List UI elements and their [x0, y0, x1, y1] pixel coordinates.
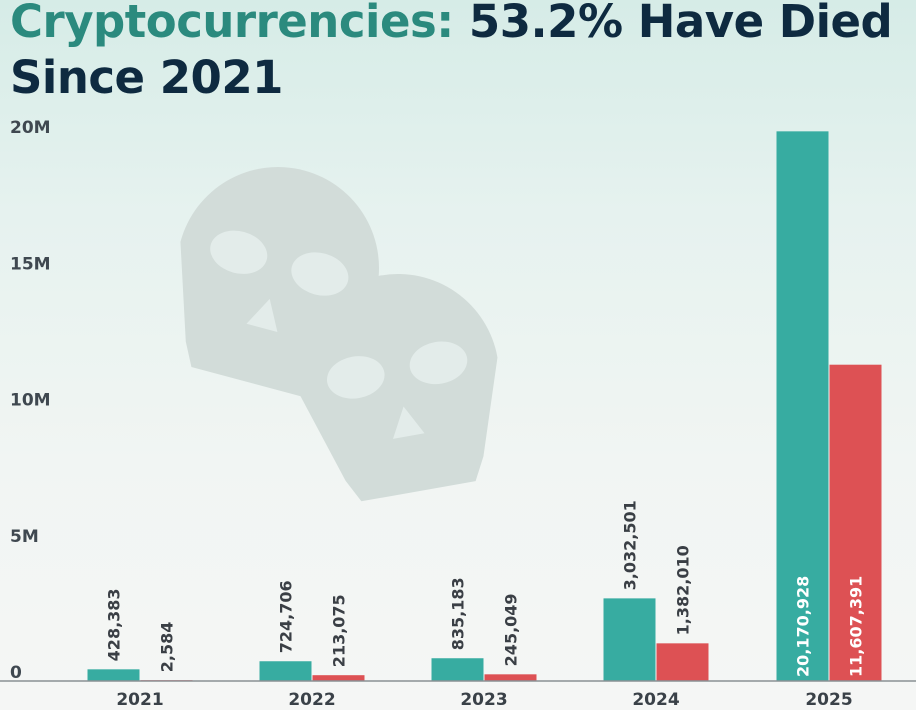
data-label: 724,706 — [277, 580, 296, 653]
y-tick-label: 20M — [10, 118, 51, 138]
y-tick-label: 0 — [10, 663, 22, 683]
bar-total-2022 — [259, 661, 312, 681]
bars: 428,383 2,584 724,706 213,075 835,183 245,049… — [87, 131, 882, 681]
bar-total-2023 — [431, 658, 484, 681]
data-label: 245,049 — [502, 593, 521, 666]
bar-total-2024 — [603, 598, 656, 681]
x-tick-label: 2024 — [632, 690, 679, 710]
y-tick-label: 5M — [10, 527, 39, 547]
y-tick-label: 15M — [10, 254, 51, 274]
bar-dead-2022 — [312, 675, 365, 681]
data-label: 1,382,010 — [674, 545, 693, 635]
y-axis: 0 5M 10M 15M 20M — [10, 118, 51, 683]
data-label: 2,584 — [158, 622, 177, 673]
x-tick-label: 2022 — [288, 690, 335, 710]
x-tick-label: 2023 — [460, 690, 507, 710]
skull-illustration — [180, 167, 498, 502]
bar-total-2025 — [776, 131, 829, 681]
data-label: 3,032,501 — [621, 500, 640, 590]
bar-dead-2024 — [656, 643, 709, 681]
data-label: 428,383 — [105, 588, 124, 661]
chart-title-accent: Cryptocurrencies: — [10, 0, 454, 48]
x-tick-label: 2025 — [805, 690, 852, 710]
bar-total-2021 — [87, 669, 140, 681]
data-label: 11,607,391 — [847, 576, 866, 677]
data-label: 20,170,928 — [794, 576, 813, 677]
chart-title-rest: 53.2% Have Died Since 2021 — [10, 0, 893, 104]
data-label: 835,183 — [449, 577, 468, 650]
bar-dead-2025 — [829, 364, 882, 681]
x-axis: 2021 2022 2023 2024 2025 — [116, 690, 852, 710]
y-tick-label: 10M — [10, 391, 51, 411]
x-tick-label: 2021 — [116, 690, 163, 710]
chart-title: Cryptocurrencies: 53.2% Have Died Since … — [10, 0, 916, 106]
data-label: 213,075 — [330, 594, 349, 667]
bar-dead-2023 — [484, 674, 537, 681]
skull-icon — [297, 274, 498, 502]
